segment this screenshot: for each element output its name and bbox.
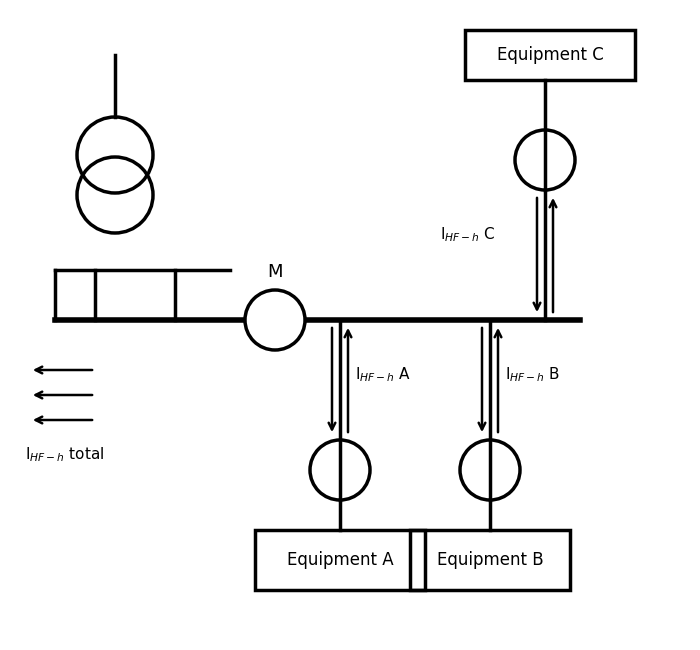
Text: I$_{HF-h}$ A: I$_{HF-h}$ A [355, 366, 412, 384]
Bar [465, 30, 635, 80]
Circle shape [460, 440, 520, 500]
Bar [255, 530, 425, 590]
Text: Equipment C: Equipment C [496, 46, 603, 64]
Bar [410, 530, 570, 590]
Circle shape [310, 440, 370, 500]
Circle shape [515, 130, 575, 190]
Text: M: M [267, 263, 283, 281]
Text: Equipment B: Equipment B [437, 551, 543, 569]
Text: I$_{HF-h}$ C: I$_{HF-h}$ C [440, 226, 496, 244]
Text: I$_{HF-h}$ B: I$_{HF-h}$ B [505, 366, 561, 384]
Circle shape [245, 290, 305, 350]
Text: Equipment A: Equipment A [287, 551, 393, 569]
Text: I$_{HF-h}$ total: I$_{HF-h}$ total [25, 446, 104, 464]
